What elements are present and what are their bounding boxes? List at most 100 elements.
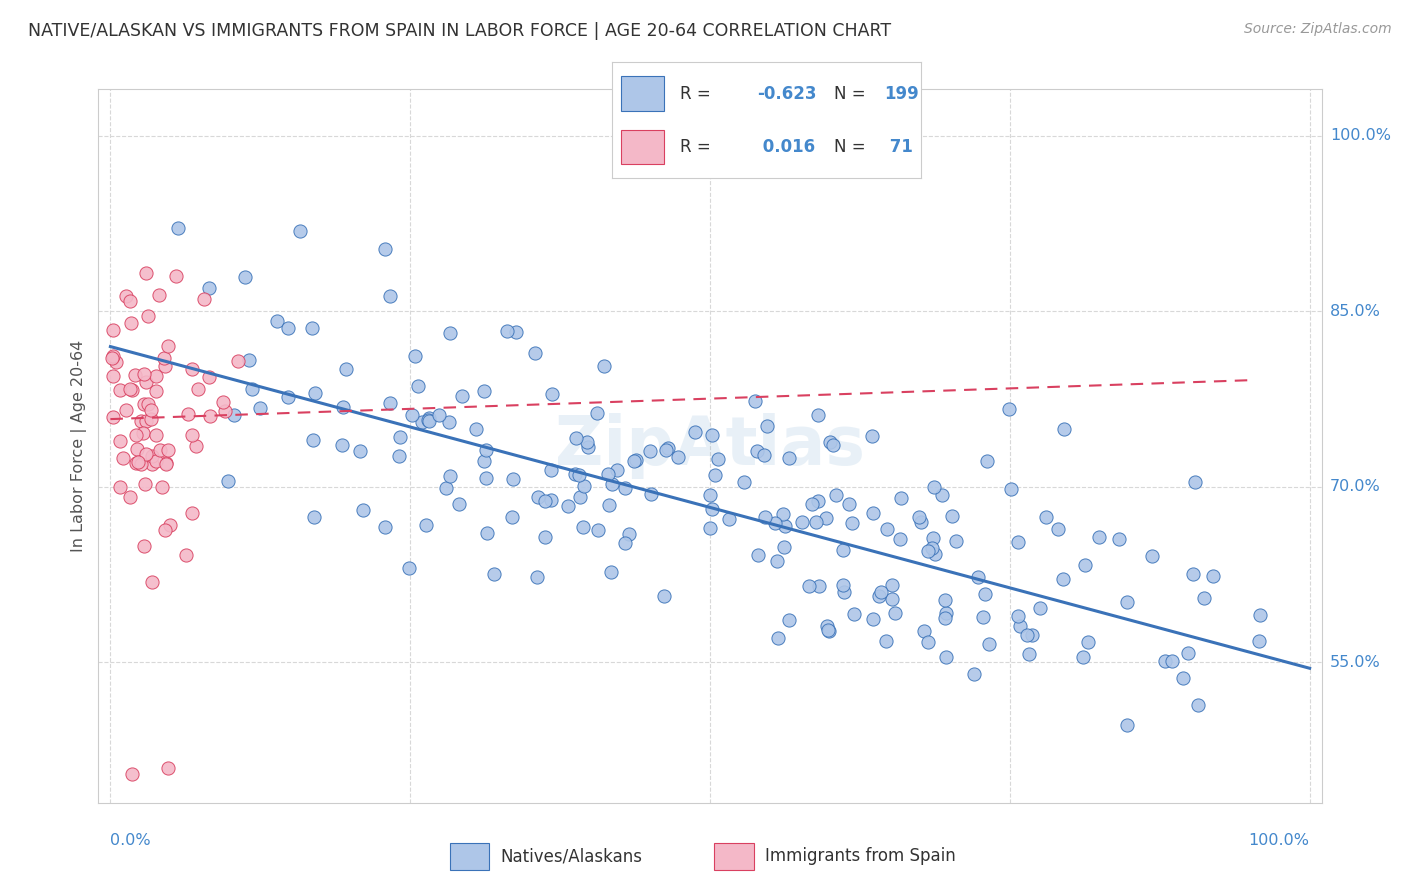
Text: 0.016: 0.016 [756, 138, 815, 156]
Text: N =: N = [834, 85, 872, 103]
Point [101, 349, 124, 363]
Point [131, 414, 153, 428]
Point [924, 547, 946, 561]
Point [301, 321, 323, 335]
Point [108, 480, 131, 494]
Text: R =: R = [679, 85, 716, 103]
Point [418, 413, 440, 427]
Text: R =: R = [679, 138, 716, 156]
Point [398, 561, 420, 575]
Point [475, 470, 498, 484]
Point [1007, 609, 1029, 624]
Point [174, 548, 197, 562]
Point [155, 457, 177, 471]
Point [815, 618, 838, 632]
Point [804, 516, 827, 530]
Point [439, 416, 461, 430]
Point [184, 440, 207, 454]
Point [380, 289, 402, 303]
Point [198, 409, 221, 423]
Point [474, 442, 496, 457]
Text: 199: 199 [884, 85, 918, 103]
Point [1177, 646, 1199, 660]
Point [115, 289, 138, 303]
Point [586, 406, 609, 420]
Point [1018, 647, 1040, 661]
Point [1173, 671, 1195, 685]
Point [389, 430, 412, 444]
Point [808, 579, 831, 593]
Point [450, 389, 472, 403]
Point [134, 476, 156, 491]
Point [418, 414, 440, 428]
Point [277, 391, 299, 405]
Point [624, 453, 647, 467]
Point [439, 326, 461, 340]
Point [778, 613, 800, 627]
Point [1088, 530, 1111, 544]
Point [763, 516, 786, 530]
Point [150, 480, 173, 494]
Point [1077, 635, 1099, 649]
Point [613, 482, 636, 496]
Bar [621, 77, 664, 112]
Point [766, 632, 789, 646]
Point [100, 351, 122, 366]
Point [145, 428, 167, 442]
Point [212, 394, 235, 409]
Point [132, 539, 155, 553]
Point [790, 515, 813, 529]
Point [571, 520, 593, 534]
Point [101, 410, 124, 425]
Point [301, 433, 323, 447]
Point [807, 408, 830, 422]
Point [841, 516, 863, 531]
Point [576, 440, 599, 454]
Point [118, 490, 141, 504]
Point [266, 314, 288, 328]
Point [108, 434, 131, 448]
Point [600, 476, 623, 491]
Bar [450, 843, 489, 870]
Text: -0.623: -0.623 [756, 85, 817, 103]
Point [447, 497, 470, 511]
Point [103, 323, 125, 337]
Point [922, 480, 945, 494]
Point [124, 428, 146, 442]
Point [540, 463, 562, 477]
Point [977, 637, 1000, 651]
Point [766, 553, 789, 567]
Text: 85.0%: 85.0% [1330, 304, 1381, 319]
Point [778, 450, 800, 465]
Point [797, 579, 820, 593]
Point [155, 524, 177, 538]
Point [1000, 483, 1022, 497]
Point [411, 416, 433, 430]
Point [574, 479, 596, 493]
Point [165, 268, 187, 283]
Point [388, 450, 411, 464]
Point [638, 444, 661, 458]
Point [613, 536, 636, 550]
Point [818, 624, 841, 639]
Point [177, 407, 200, 421]
Point [288, 224, 311, 238]
Point [1181, 567, 1204, 582]
Point [157, 339, 180, 353]
Point [823, 438, 845, 452]
Point [564, 431, 586, 445]
Point [569, 490, 592, 504]
Text: N =: N = [834, 138, 872, 156]
Point [118, 293, 141, 308]
Point [472, 384, 495, 398]
Point [733, 475, 755, 489]
Point [599, 565, 621, 579]
Point [1140, 549, 1163, 563]
Point [1115, 718, 1137, 732]
Point [114, 403, 136, 417]
Text: ZipAtlas: ZipAtlas [555, 413, 865, 479]
Point [103, 368, 125, 383]
Point [773, 519, 796, 533]
Point [640, 487, 662, 501]
Point [121, 766, 143, 780]
